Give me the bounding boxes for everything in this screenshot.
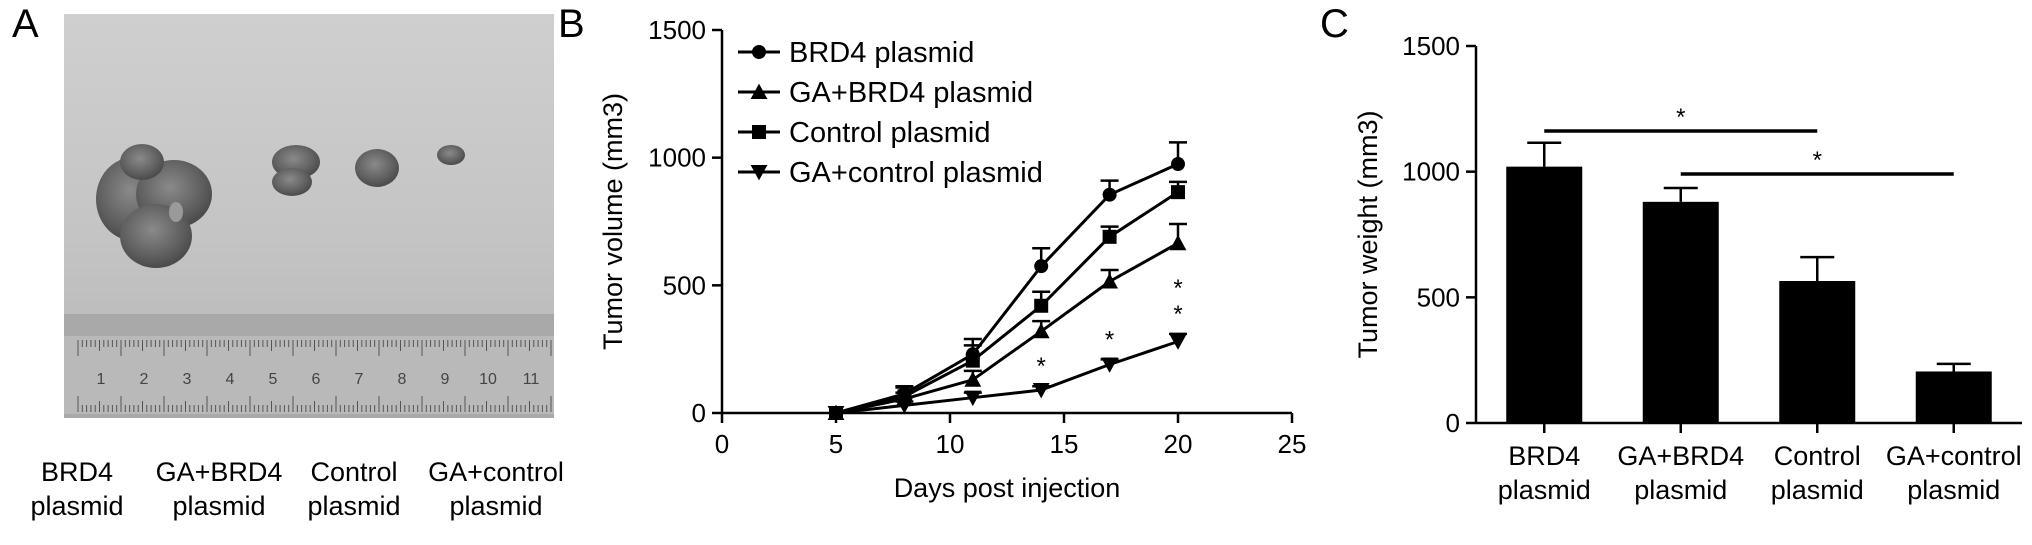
photo-label-brd4: BRD4 plasmid [30, 457, 124, 521]
ruler-number: 5 [269, 371, 278, 388]
data-point [964, 371, 982, 387]
data-point [1171, 185, 1185, 200]
x-tick-label: 25 [1278, 429, 1307, 459]
photo-label-control: Control plasmid [307, 457, 401, 521]
photo-label-ga-brd4: GA+BRD4 plasmid [155, 457, 283, 521]
legend-label: BRD4 plasmid [789, 37, 974, 69]
data-point [1169, 334, 1187, 350]
ruler-number: 4 [226, 371, 235, 388]
tumor-photo: 1 2 3 4 5 6 7 8 9 10 11 [64, 14, 554, 418]
x-tick-label: 10 [936, 429, 965, 459]
data-point [1101, 357, 1118, 373]
significance-star: * [1105, 326, 1114, 353]
x-axis-title: Days post injection [894, 473, 1121, 503]
series-line [835, 241, 1179, 415]
bar [1779, 280, 1856, 423]
data-point [1169, 234, 1187, 251]
tumor-brd4 [96, 144, 212, 268]
data-point [1032, 322, 1050, 339]
ruler-number: 6 [312, 371, 321, 388]
significance-star: * [1813, 147, 1822, 174]
y-tick-label: 1000 [648, 143, 706, 173]
photo-label-ga-control: GA+control plasmid [428, 457, 564, 521]
ruler-number: 3 [183, 371, 192, 388]
tumor-ga-control [437, 145, 465, 165]
x-tick-label: GA+control [1886, 441, 2022, 471]
x-tick-label: 0 [715, 429, 729, 459]
legend-label: GA+BRD4 plasmid [789, 77, 1033, 109]
significance-star: * [1037, 353, 1046, 380]
data-point [1034, 259, 1049, 274]
x-tick-label: plasmid [1498, 475, 1591, 505]
legend-label: GA+control plasmid [789, 157, 1043, 189]
bar [1915, 371, 1992, 423]
ruler: 1 2 3 4 5 6 7 8 9 10 11 [64, 314, 554, 418]
legend-marker [752, 125, 766, 139]
y-axis-title: Tumor weight (mm3) [1353, 110, 1383, 358]
series-line [835, 340, 1179, 415]
significance-star: * [1173, 301, 1182, 328]
x-tick-label: Control [1774, 441, 1861, 471]
series-circle [829, 141, 1187, 420]
data-point [1102, 187, 1117, 202]
x-tick-label: plasmid [1771, 475, 1864, 505]
bar [1642, 201, 1719, 423]
data-point [1101, 273, 1118, 289]
ruler-number: 2 [140, 371, 149, 388]
panel-c-letter: C [1320, 2, 1349, 46]
legend-marker [752, 45, 766, 59]
tumor-control [355, 149, 399, 187]
y-tick-label: 0 [692, 398, 706, 428]
series-square [829, 180, 1187, 420]
ruler-number: 7 [355, 371, 364, 388]
ruler-number: 8 [398, 371, 407, 388]
y-tick-label: 1000 [1402, 157, 1460, 187]
data-point [1032, 383, 1050, 399]
y-tick-label: 0 [1446, 408, 1460, 438]
y-tick-label: 500 [1417, 282, 1460, 312]
data-point [827, 406, 845, 422]
x-tick-label: 5 [829, 429, 843, 459]
legend-label: Control plasmid [789, 117, 990, 149]
series-line [835, 162, 1179, 415]
x-tick-label: BRD4 [1508, 441, 1580, 471]
panel-a-letter: A [12, 2, 39, 46]
data-point [896, 398, 913, 414]
data-point [1034, 298, 1049, 313]
y-tick-label: 1500 [648, 15, 706, 45]
series-line [835, 190, 1179, 415]
data-point [1171, 157, 1185, 172]
tumor-photo-image: 1 2 3 4 5 6 7 8 9 10 11 [64, 14, 554, 418]
ruler-number: 1 [97, 371, 106, 388]
x-tick-label: plasmid [1634, 475, 1727, 505]
x-tick-label: 20 [1164, 429, 1193, 459]
x-tick-label: plasmid [1907, 475, 2000, 505]
tumor-ga-brd4 [272, 145, 320, 196]
legend-marker [750, 165, 768, 181]
y-axis-title: Tumor volume (mm3) [598, 93, 628, 350]
significance-star: * [1676, 104, 1685, 131]
data-point [965, 353, 980, 368]
y-tick-label: 500 [663, 270, 706, 300]
ruler-number: 9 [441, 371, 450, 388]
legend-marker [750, 83, 768, 99]
y-tick-label: 1500 [1402, 31, 1460, 61]
x-tick-label: 15 [1050, 429, 1079, 459]
significance-star: * [1173, 275, 1182, 302]
x-tick-label: GA+BRD4 [1617, 441, 1744, 471]
series-triangle-down [827, 332, 1187, 422]
ruler-number: 10 [479, 371, 497, 388]
data-point [964, 390, 982, 407]
panel-b-letter: B [558, 2, 585, 46]
bar [1506, 166, 1583, 423]
ruler-number: 11 [523, 371, 540, 388]
data-point [1102, 229, 1117, 244]
